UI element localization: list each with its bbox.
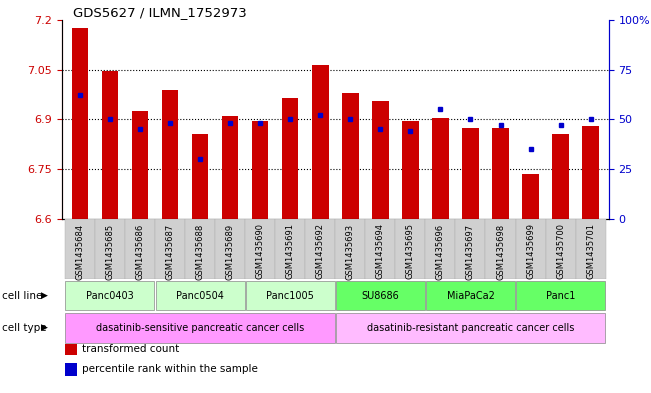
Bar bbox=[155, 219, 185, 279]
Text: GSM1435700: GSM1435700 bbox=[556, 223, 565, 279]
Bar bbox=[66, 281, 154, 310]
Text: Panc0504: Panc0504 bbox=[176, 290, 224, 301]
Text: GSM1435696: GSM1435696 bbox=[436, 223, 445, 279]
Bar bbox=[125, 219, 155, 279]
Text: GSM1435694: GSM1435694 bbox=[376, 223, 385, 279]
Bar bbox=[426, 281, 515, 310]
Bar bbox=[336, 281, 425, 310]
Text: Panc1005: Panc1005 bbox=[266, 290, 314, 301]
Bar bbox=[432, 118, 449, 219]
Text: GSM1435698: GSM1435698 bbox=[496, 223, 505, 279]
Text: transformed count: transformed count bbox=[81, 344, 179, 354]
Text: GSM1435689: GSM1435689 bbox=[226, 223, 234, 279]
Text: Panc1: Panc1 bbox=[546, 290, 575, 301]
Bar bbox=[245, 219, 275, 279]
Bar bbox=[312, 65, 329, 219]
Bar bbox=[66, 313, 335, 343]
Bar bbox=[575, 219, 605, 279]
Text: GSM1435697: GSM1435697 bbox=[466, 223, 475, 279]
Text: GSM1435701: GSM1435701 bbox=[586, 223, 595, 279]
Bar bbox=[583, 126, 599, 219]
Bar bbox=[132, 111, 148, 219]
Text: dasatinib-resistant pancreatic cancer cells: dasatinib-resistant pancreatic cancer ce… bbox=[367, 323, 574, 333]
Text: cell type: cell type bbox=[2, 323, 47, 333]
Text: GSM1435695: GSM1435695 bbox=[406, 223, 415, 279]
Bar bbox=[64, 343, 77, 355]
Bar bbox=[402, 121, 419, 219]
Bar bbox=[275, 219, 305, 279]
Bar bbox=[65, 219, 95, 279]
Text: ▶: ▶ bbox=[41, 291, 48, 300]
Text: GSM1435690: GSM1435690 bbox=[256, 223, 265, 279]
Text: GDS5627 / ILMN_1752973: GDS5627 / ILMN_1752973 bbox=[73, 6, 247, 19]
Text: GSM1435687: GSM1435687 bbox=[165, 223, 174, 280]
Bar bbox=[215, 219, 245, 279]
Text: SU8686: SU8686 bbox=[361, 290, 399, 301]
Bar bbox=[365, 219, 395, 279]
Bar bbox=[516, 219, 546, 279]
Bar bbox=[282, 98, 298, 219]
Text: ▶: ▶ bbox=[41, 323, 48, 332]
Bar bbox=[335, 219, 365, 279]
Bar bbox=[492, 128, 509, 219]
Bar bbox=[95, 219, 125, 279]
Bar bbox=[342, 93, 359, 219]
Bar bbox=[305, 219, 335, 279]
Bar bbox=[336, 313, 605, 343]
Bar bbox=[456, 219, 486, 279]
Bar bbox=[252, 121, 268, 219]
Bar bbox=[546, 219, 575, 279]
Bar bbox=[222, 116, 238, 219]
Bar bbox=[462, 128, 478, 219]
Text: GSM1435686: GSM1435686 bbox=[135, 223, 145, 280]
Bar bbox=[156, 281, 245, 310]
Text: GSM1435688: GSM1435688 bbox=[195, 223, 204, 280]
Text: GSM1435699: GSM1435699 bbox=[526, 223, 535, 279]
Bar bbox=[64, 363, 77, 376]
Text: GSM1435685: GSM1435685 bbox=[105, 223, 115, 279]
Bar bbox=[245, 281, 335, 310]
Text: GSM1435693: GSM1435693 bbox=[346, 223, 355, 279]
Bar bbox=[552, 134, 569, 219]
Text: MiaPaCa2: MiaPaCa2 bbox=[447, 290, 494, 301]
Text: dasatinib-sensitive pancreatic cancer cells: dasatinib-sensitive pancreatic cancer ce… bbox=[96, 323, 304, 333]
Bar bbox=[395, 219, 425, 279]
Bar bbox=[486, 219, 516, 279]
Bar bbox=[372, 101, 389, 219]
Text: GSM1435691: GSM1435691 bbox=[286, 223, 295, 279]
Text: percentile rank within the sample: percentile rank within the sample bbox=[81, 364, 257, 374]
Text: GSM1435684: GSM1435684 bbox=[76, 223, 85, 279]
Bar bbox=[516, 281, 605, 310]
Text: Panc0403: Panc0403 bbox=[86, 290, 134, 301]
Bar bbox=[185, 219, 215, 279]
Bar bbox=[102, 71, 118, 219]
Bar bbox=[425, 219, 456, 279]
Text: GSM1435692: GSM1435692 bbox=[316, 223, 325, 279]
Bar bbox=[72, 28, 88, 219]
Bar bbox=[192, 134, 208, 219]
Text: cell line: cell line bbox=[2, 290, 42, 301]
Bar bbox=[161, 90, 178, 219]
Bar bbox=[522, 174, 539, 219]
